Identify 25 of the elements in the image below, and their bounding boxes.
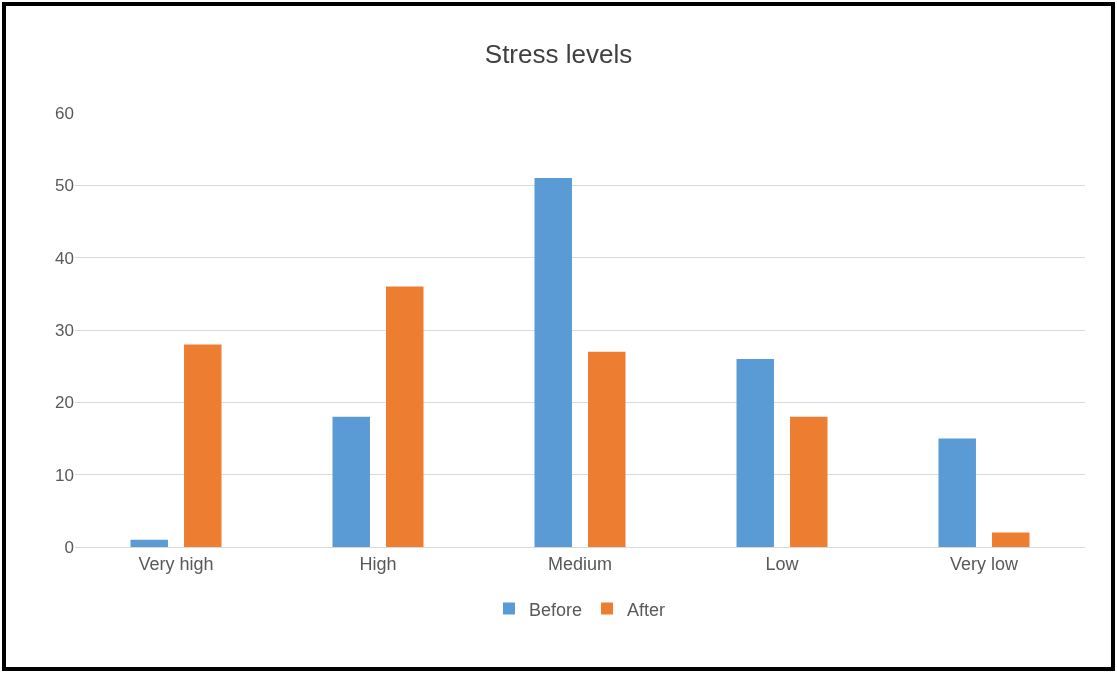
bar bbox=[534, 178, 572, 547]
legend-label: Before bbox=[529, 599, 583, 620]
bar bbox=[790, 416, 828, 547]
y-tick-label: 30 bbox=[55, 320, 74, 340]
bar bbox=[386, 286, 424, 547]
bar bbox=[588, 351, 626, 547]
y-tick-label: 50 bbox=[55, 176, 74, 196]
y-tick-label: 60 bbox=[55, 103, 74, 123]
bar bbox=[184, 344, 222, 547]
x-tick-label: Medium bbox=[547, 553, 613, 574]
x-tick-label: Very low bbox=[949, 553, 1020, 574]
legend-label: After bbox=[627, 599, 666, 620]
bar bbox=[130, 539, 168, 547]
bar bbox=[332, 416, 370, 547]
x-tick-label: Very high bbox=[138, 553, 214, 574]
chart-title: Stress levels bbox=[484, 38, 633, 69]
y-tick-label: 10 bbox=[55, 465, 74, 485]
bar bbox=[736, 358, 774, 547]
x-tick-label: Low bbox=[765, 553, 800, 574]
x-tick-label: High bbox=[359, 553, 397, 574]
bar bbox=[992, 532, 1030, 547]
y-tick-label: 0 bbox=[64, 537, 74, 557]
y-tick-label: 20 bbox=[55, 393, 74, 413]
y-tick-label: 40 bbox=[55, 248, 74, 268]
bar bbox=[938, 438, 976, 547]
